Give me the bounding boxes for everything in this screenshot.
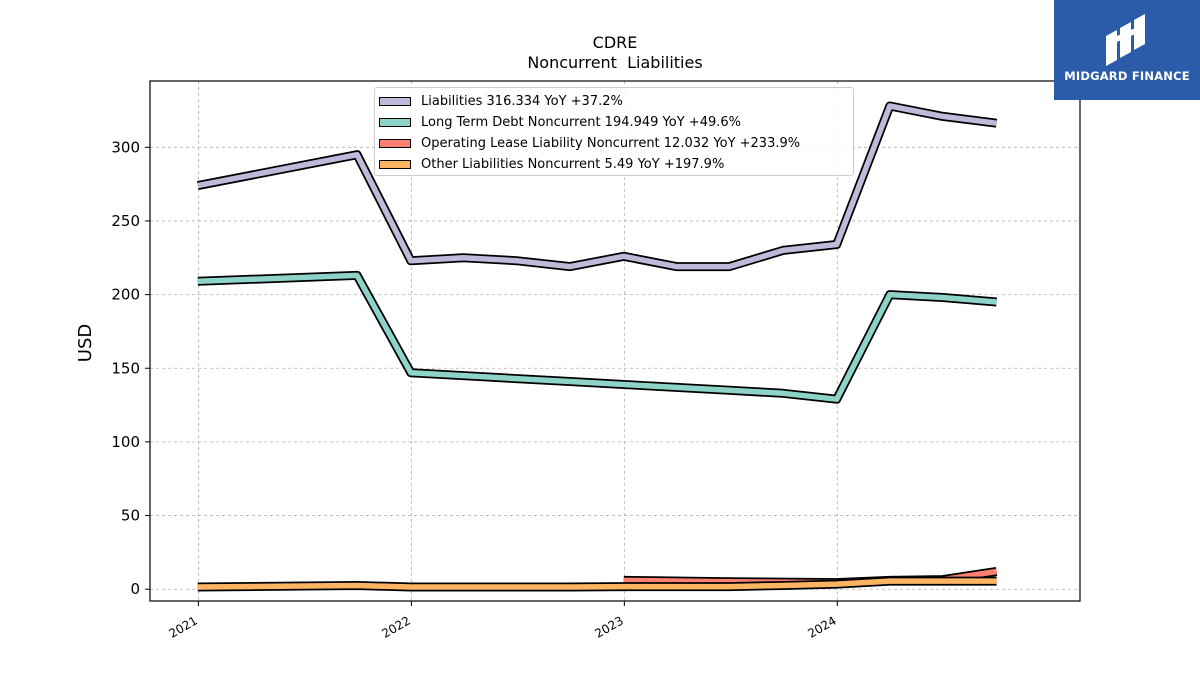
x-tick-label: 2022 (379, 613, 412, 640)
y-axis-label: USD (75, 324, 96, 362)
series-layer (196, 101, 998, 592)
series-liabilities (196, 101, 998, 272)
x-tick-label: 2024 (805, 613, 838, 640)
chart-title: CDRE (593, 33, 638, 52)
legend: Liabilities 316.334 YoY +37.2% Long Term… (374, 87, 854, 176)
y-axis-ticks: 0 50 100 150 200 250 300 (111, 138, 150, 598)
x-tick-label: 2021 (166, 613, 199, 640)
y-tick-label: 0 (130, 580, 140, 598)
legend-swatch-other-liabilities (379, 159, 411, 169)
series-line (197, 103, 997, 270)
plot-frame (149, 80, 1081, 602)
y-tick-label: 200 (111, 286, 140, 304)
legend-swatch-operating-lease (379, 138, 411, 148)
midgard-logo-icon (1106, 14, 1145, 66)
midgard-finance-logo: MIDGARD FINANCE (1054, 0, 1200, 100)
y-tick-label: 100 (111, 433, 140, 451)
legend-label-other-liabilities: Other Liabilities Noncurrent 5.49 YoY +1… (421, 156, 725, 172)
y-tick-label: 50 (121, 507, 140, 525)
series-other-liabilities-noncurrent (197, 576, 997, 592)
x-tick-label: 2023 (592, 613, 625, 640)
legend-swatch-liabilities (379, 96, 411, 106)
logo-text: MIDGARD FINANCE (1064, 69, 1190, 83)
legend-label-liabilities: Liabilities 316.334 YoY +37.2% (421, 93, 623, 109)
legend-swatch-long-term-debt (379, 117, 411, 127)
legend-label-operating-lease: Operating Lease Liability Noncurrent 12.… (421, 135, 801, 151)
x-axis-ticks: 2021 2022 2023 2024 (166, 601, 839, 641)
series-long-term-debt-noncurrent (197, 270, 997, 404)
legend-label-long-term-debt: Long Term Debt Noncurrent 194.949 YoY +4… (421, 114, 741, 130)
y-tick-label: 150 (111, 359, 140, 377)
y-tick-label: 300 (111, 138, 140, 156)
series-line (197, 578, 997, 590)
y-tick-label: 250 (111, 212, 140, 230)
chart-subtitle: Noncurrent Liabilities (527, 53, 702, 72)
series-line (197, 272, 997, 402)
